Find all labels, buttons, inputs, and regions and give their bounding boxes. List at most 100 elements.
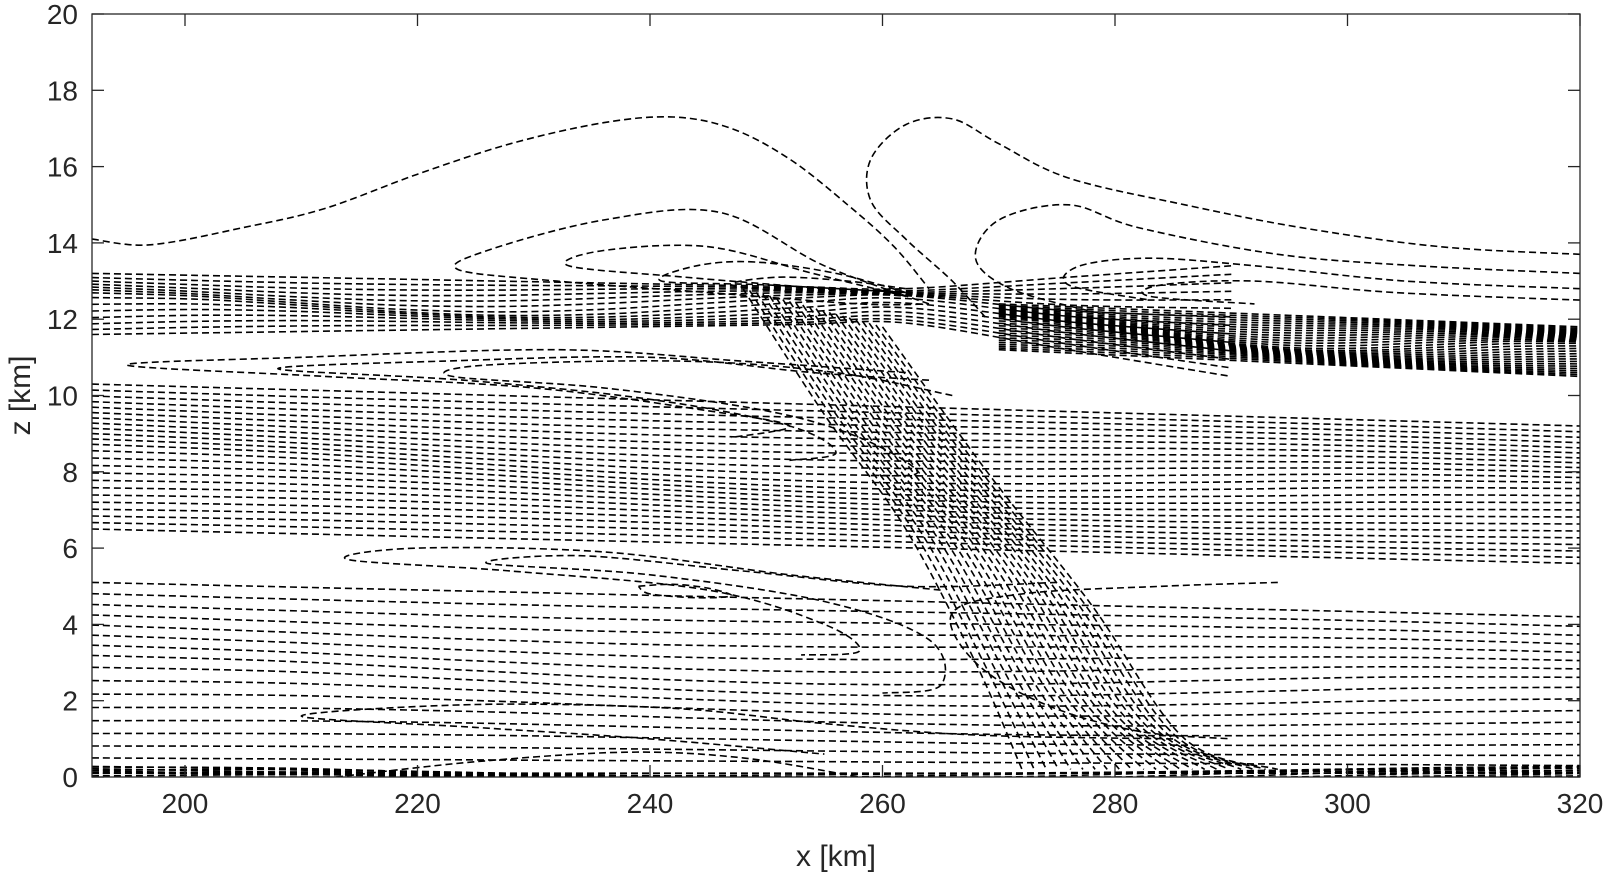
diagonal-line-9 [795, 302, 1121, 770]
upper-left-band-line-11 [92, 283, 1232, 297]
loop-d [730, 276, 906, 294]
y-tick-labels: 0 2 4 6 8 10 12 14 16 18 20 [47, 0, 78, 793]
upper-right-band-line-15 [998, 317, 1580, 352]
loop-c [658, 260, 907, 294]
diagonal-line-11 [808, 306, 1145, 770]
plot-frame [91, 13, 1581, 778]
loop-a [453, 208, 930, 306]
middle-band-line-14 [92, 438, 1580, 479]
upper-left-band-line-10 [92, 286, 1232, 302]
middle-band-line-22 [92, 395, 1580, 439]
lower-band-line-14 [92, 603, 1580, 637]
x-tick-label-260: 260 [859, 788, 906, 819]
upper-right-band-line-21 [998, 312, 1580, 338]
right-loop-1 [974, 203, 1580, 313]
upper-right-band-line-2 [998, 347, 1580, 376]
lower-band-line-4 [92, 719, 1580, 737]
x-tick-label-320: 320 [1557, 788, 1604, 819]
loop-b [564, 244, 906, 298]
diagonal-line-18 [855, 319, 1230, 771]
upper-right-loop [865, 116, 1580, 320]
middle-band-line-1 [92, 528, 1580, 565]
y-axis-label: z [km] [4, 356, 37, 436]
mid-lobe-1 [343, 546, 941, 656]
upper-right-band-line-22 [998, 311, 1580, 337]
upper-left-arc [92, 116, 930, 290]
middle-band-line-13 [92, 443, 1580, 485]
upper-right-band-line-20 [998, 312, 1580, 339]
upper-right-band-line-7 [998, 337, 1580, 365]
lower-band-line-12 [92, 624, 1580, 654]
upper-left-band-line-9 [92, 289, 1232, 310]
diagonal-line-2 [748, 290, 1035, 770]
diagonal-line-22 [881, 326, 1279, 771]
lower-band-line-15 [92, 592, 1580, 628]
diagonal-line-5 [768, 295, 1072, 770]
plot-area [92, 116, 1580, 777]
y-tick-label-10: 10 [47, 381, 78, 412]
diagonal-line-16 [841, 315, 1206, 771]
x-axis-label: x [km] [796, 840, 876, 873]
y-tick-label-2: 2 [62, 686, 78, 717]
diagonal-line-14 [828, 311, 1181, 771]
small-loop [637, 583, 733, 599]
diagonal-line-19 [861, 320, 1242, 771]
diagonal-line-17 [848, 317, 1218, 771]
middle-band-line-2 [92, 521, 1580, 559]
y-tick-label-4: 4 [62, 609, 78, 640]
lower-band-line-11 [92, 634, 1580, 662]
upper-left-band-line-2 [92, 317, 1232, 369]
upper-right-band-line-30 [998, 303, 1580, 328]
upper-right-band-line-26 [998, 308, 1580, 334]
x-tick-label-300: 300 [1324, 788, 1371, 819]
middle-band-line-17 [92, 422, 1580, 464]
diagonal-line-21 [875, 324, 1266, 771]
upper-right-band-line-23 [998, 310, 1580, 337]
y-tick-label-14: 14 [47, 228, 78, 259]
upper-left-band-line-1 [92, 320, 1232, 378]
lower-band-line-1 [92, 757, 1580, 767]
upper-right-band-line-28 [998, 305, 1580, 331]
diagonal-line-12 [815, 308, 1157, 770]
x-tick-labels: 200 220 240 260 280 300 320 [162, 788, 1604, 819]
middle-band-line-5 [92, 501, 1580, 539]
upper-right-band-line-5 [998, 341, 1580, 370]
middle-band-line-10 [92, 464, 1580, 505]
left-lobe-1 [126, 348, 906, 439]
middle-band-line-7 [92, 486, 1580, 525]
y-tick-label-18: 18 [47, 75, 78, 106]
y-tick-label-12: 12 [47, 304, 78, 335]
upper-right-band-line-6 [998, 339, 1580, 367]
middle-band-line-3 [92, 515, 1580, 552]
middle-band-line-15 [92, 432, 1580, 474]
middle-band-line-19 [92, 411, 1580, 454]
lower-band-line-16 [92, 581, 1580, 618]
middle-band-line-9 [92, 472, 1580, 511]
upper-right-band-line-27 [998, 307, 1580, 332]
middle-band-line-8 [92, 479, 1580, 518]
lower-lobe-1 [300, 703, 1174, 755]
lower-lobe-2 [949, 581, 1278, 740]
lower-band-line-10 [92, 644, 1580, 673]
diagonal-line-4 [762, 293, 1060, 770]
lower-band-line-9 [92, 654, 1580, 686]
lower-band-line-7 [92, 679, 1580, 708]
middle-band-line-21 [92, 400, 1580, 444]
middle-band-line-6 [92, 494, 1580, 532]
diagonal-line-6 [775, 297, 1084, 770]
right-loop-3 [1141, 279, 1580, 305]
upper-right-band-line-1 [998, 348, 1580, 378]
x-tick-label-220: 220 [394, 788, 441, 819]
upper-left-band-line-8 [92, 292, 1232, 318]
middle-band-line-20 [92, 406, 1580, 449]
diagonal-line-10 [802, 304, 1133, 770]
x-tick-label-240: 240 [627, 788, 674, 819]
y-tick-label-6: 6 [62, 533, 78, 564]
middle-band-line-11 [92, 457, 1580, 498]
y-tick-label-16: 16 [47, 152, 78, 183]
upper-right-band-line-29 [998, 304, 1580, 330]
lower-band-line-8 [92, 666, 1580, 697]
lower-band-line-2 [92, 745, 1580, 757]
middle-band-line-18 [92, 417, 1580, 459]
